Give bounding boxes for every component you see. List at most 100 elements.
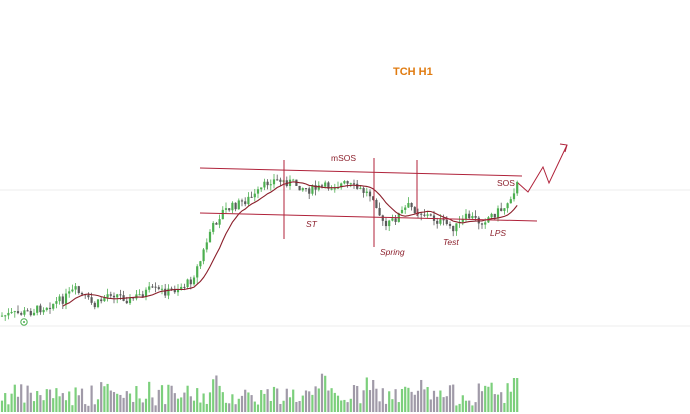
volume-bar — [100, 382, 103, 412]
volume-bar — [55, 388, 58, 412]
candle-body — [512, 193, 516, 200]
candle-body — [320, 185, 324, 187]
volume-bar — [276, 388, 279, 412]
label-test: Test — [443, 237, 459, 247]
candle-body — [36, 305, 39, 313]
volume-bar — [503, 402, 506, 412]
candle-body — [32, 312, 36, 316]
volume-bar — [4, 393, 7, 412]
volume-bar — [202, 393, 205, 412]
volume-bar — [106, 383, 109, 412]
volume-bar — [141, 402, 144, 412]
projection-path — [517, 144, 568, 193]
volume-bar — [464, 400, 468, 412]
volume-bar — [298, 401, 301, 412]
candle-body — [237, 200, 240, 210]
candle-body — [103, 297, 106, 302]
candle-body — [407, 203, 410, 208]
volume-bar — [160, 385, 164, 412]
volume-bar — [320, 373, 324, 412]
candle-body — [490, 213, 493, 218]
volume-bar — [378, 401, 381, 412]
volume-bar — [340, 400, 343, 412]
candle-body — [436, 220, 439, 224]
candle-body — [42, 309, 45, 313]
label-st: ST — [306, 219, 318, 229]
volume-bar — [301, 395, 304, 412]
volume-bar — [285, 388, 288, 412]
volume-bars — [0, 373, 519, 412]
volume-bar — [327, 390, 330, 412]
volume-bar — [429, 399, 432, 412]
candle-body — [324, 182, 327, 187]
candle-body — [416, 213, 420, 215]
volume-bar — [0, 400, 4, 412]
candle-body — [228, 208, 231, 211]
volume-bar — [295, 401, 298, 412]
volume-bar — [426, 387, 429, 412]
candle-body — [74, 286, 77, 290]
candle-body — [13, 311, 16, 313]
candle-body — [368, 191, 372, 197]
candle-body — [394, 218, 397, 222]
volume-bar — [397, 402, 400, 412]
volume-bar — [39, 395, 42, 412]
volume-bar — [432, 390, 436, 412]
volume-bar — [404, 386, 407, 412]
candle-body — [208, 231, 212, 243]
candle-body — [391, 218, 394, 221]
volume-bar — [247, 392, 250, 412]
volume-bar — [135, 386, 138, 412]
candle-body — [125, 300, 128, 304]
volume-bar — [176, 398, 180, 412]
volume-bar — [125, 391, 128, 412]
candle-body — [64, 293, 68, 304]
volume-bar — [74, 387, 77, 412]
volume-bar — [221, 392, 224, 412]
volume-bar — [263, 393, 266, 412]
candle-body — [90, 297, 93, 303]
volume-bar — [336, 395, 340, 412]
volume-bar — [132, 401, 135, 412]
resistance-line — [199, 167, 523, 177]
volume-bar — [170, 385, 173, 412]
candle-body — [253, 193, 256, 198]
candle-body — [404, 207, 407, 210]
candle-body — [327, 182, 330, 189]
volume-bar — [349, 398, 352, 412]
volume-bar — [484, 385, 487, 412]
candle-body — [167, 288, 170, 296]
candle-body — [349, 183, 352, 185]
volume-bar — [173, 393, 176, 412]
candle-body — [452, 225, 455, 232]
volume-bar — [45, 389, 48, 412]
volume-bar — [244, 389, 247, 412]
candle-body — [189, 279, 192, 285]
candle-body — [279, 179, 282, 182]
circle-dot-icon[interactable] — [20, 318, 28, 326]
volume-bar — [48, 389, 52, 412]
candle-body — [221, 209, 224, 220]
volume-bar — [116, 393, 119, 412]
candle-body — [445, 219, 448, 225]
volume-bar — [471, 405, 474, 412]
candle-body — [266, 181, 269, 186]
volume-bar — [192, 400, 196, 412]
candle-body — [429, 214, 432, 216]
candle-body — [461, 218, 464, 222]
candle-body — [333, 188, 336, 190]
volume-bar — [128, 393, 132, 412]
candle-body — [218, 219, 221, 225]
volume-bar — [455, 405, 458, 412]
candle-body — [135, 294, 138, 299]
candle-body — [7, 312, 10, 316]
volume-bar — [20, 384, 23, 412]
candle-body — [484, 222, 487, 225]
volume-bar — [487, 386, 490, 412]
candle-body — [311, 185, 314, 194]
label-sos: SOS — [497, 178, 515, 188]
volume-bar — [260, 390, 263, 412]
volume-bar — [154, 405, 157, 412]
volume-bar — [32, 401, 36, 412]
volume-bar — [93, 404, 96, 412]
